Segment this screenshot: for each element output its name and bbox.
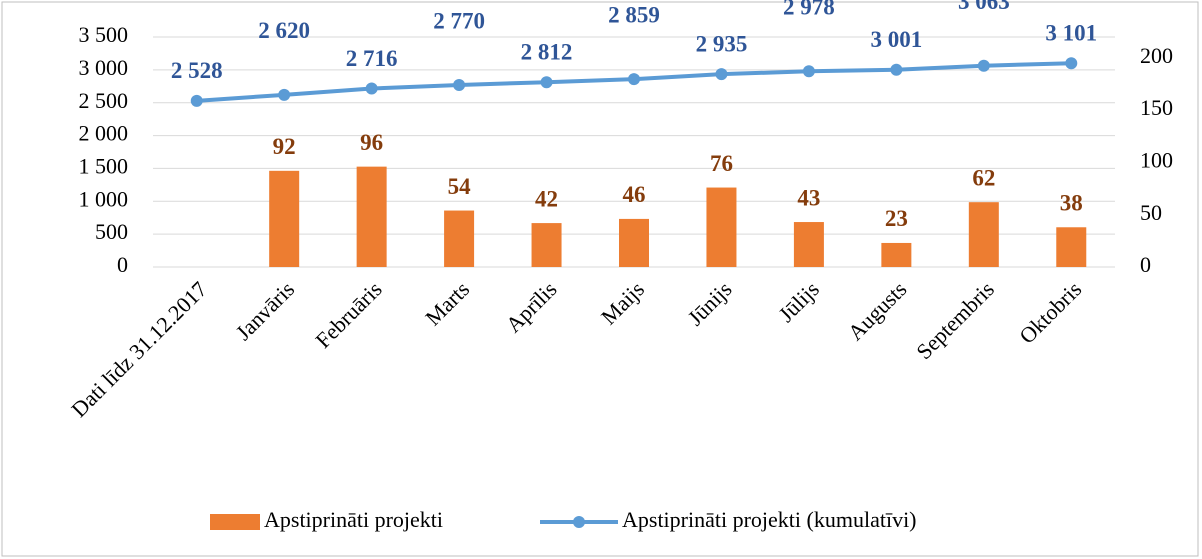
data-label: 3 101 [1045, 21, 1097, 46]
data-label: 23 [885, 206, 908, 231]
bar [444, 210, 475, 267]
legend-label: Apstiprināti projekti (kumulatīvi) [622, 507, 917, 532]
marker [365, 82, 378, 95]
legend-swatch [210, 514, 260, 530]
marker [1065, 57, 1078, 70]
bar [619, 218, 649, 267]
y-tick-label: 0 [117, 252, 128, 277]
marker [715, 68, 728, 81]
data-label: 3 063 [958, 0, 1010, 14]
legend-swatch [573, 516, 585, 528]
y-tick-label: 2 000 [79, 121, 129, 146]
data-label: 54 [448, 174, 472, 199]
y-tick-label: 3 500 [79, 22, 129, 47]
data-label: 96 [360, 130, 383, 155]
marker [540, 76, 553, 89]
bar [1056, 227, 1087, 267]
marker [802, 65, 815, 78]
y2-tick-label: 200 [1140, 43, 1173, 68]
data-label: 76 [710, 151, 733, 176]
bar [968, 202, 999, 267]
marker [977, 59, 990, 72]
data-label: 92 [273, 134, 296, 159]
data-label: 2 859 [608, 2, 660, 27]
y-tick-label: 1 500 [79, 153, 129, 178]
data-label: 62 [972, 165, 995, 190]
bar [881, 242, 912, 267]
y-tick-label: 1 000 [79, 186, 129, 211]
data-label: 43 [797, 185, 820, 210]
data-label: 2 620 [258, 18, 310, 43]
bar [269, 170, 300, 267]
data-label: 46 [623, 182, 646, 207]
bar [531, 223, 562, 267]
bar [793, 222, 824, 267]
bar [706, 187, 737, 267]
data-label: 42 [535, 186, 558, 211]
bar [356, 166, 387, 267]
marker [278, 88, 291, 101]
marker [453, 78, 466, 91]
data-label: 2 528 [171, 58, 223, 83]
y2-tick-label: 150 [1140, 95, 1173, 120]
data-label: 2 716 [346, 46, 398, 71]
data-label: 38 [1060, 191, 1083, 216]
data-label: 2 770 [433, 8, 485, 33]
y2-tick-label: 50 [1140, 200, 1162, 225]
legend-label: Apstiprināti projekti [264, 507, 443, 532]
y2-tick-label: 100 [1140, 148, 1173, 173]
y-tick-label: 2 500 [79, 88, 129, 113]
data-label: 2 812 [521, 39, 573, 64]
data-label: 3 001 [870, 27, 922, 52]
y2-tick-label: 0 [1140, 252, 1151, 277]
marker [628, 73, 640, 86]
marker [890, 63, 903, 76]
y-tick-label: 500 [95, 219, 128, 244]
data-label: 2 978 [783, 0, 835, 20]
y-tick-label: 3 000 [79, 55, 129, 80]
marker [190, 94, 203, 107]
data-label: 2 935 [696, 31, 748, 56]
